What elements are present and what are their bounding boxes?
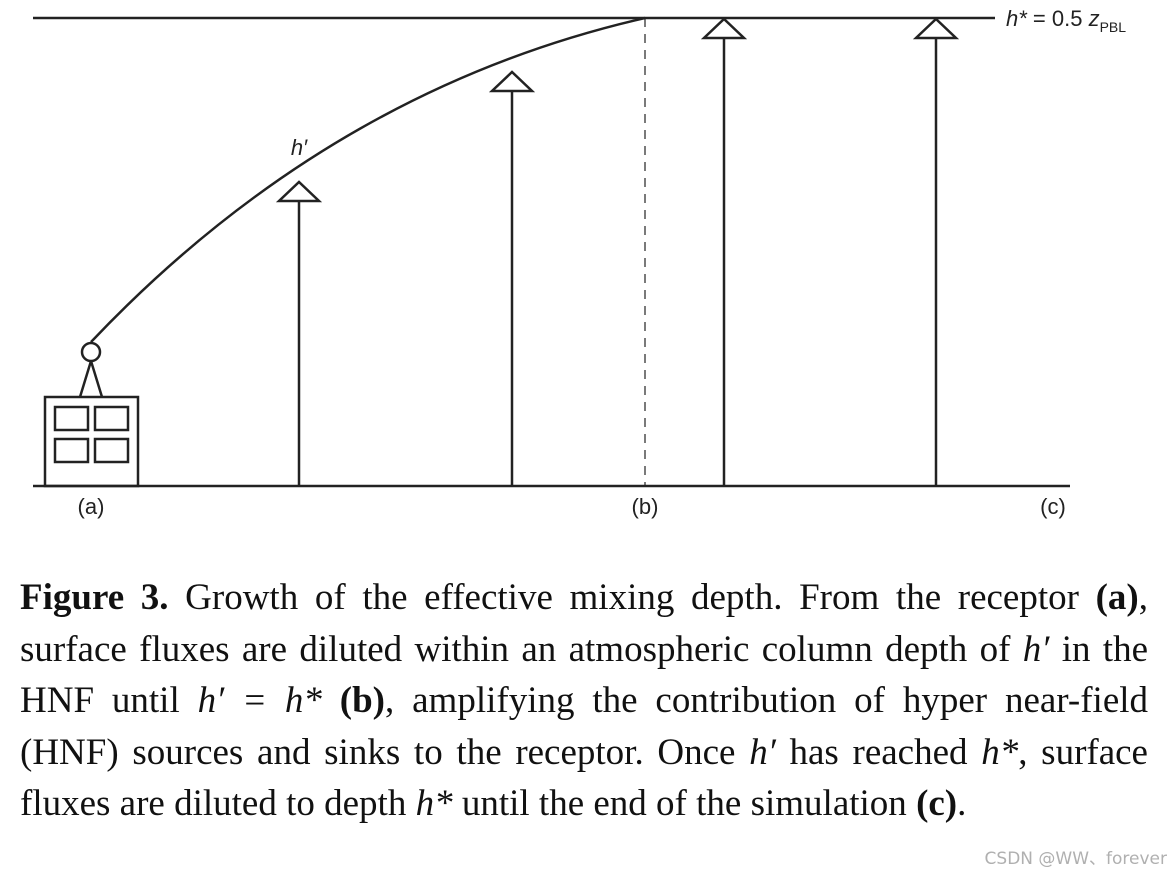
arrow-head	[700, 17, 748, 40]
caption-run: h′	[749, 731, 776, 773]
window	[93, 405, 130, 432]
z: z	[1088, 6, 1100, 31]
point-label: (b)	[632, 494, 659, 519]
caption-run: , amplifying the contribution of hyper n…	[20, 680, 1149, 773]
equals: = 0.5	[1027, 6, 1089, 31]
caption-run: h′ = h*	[197, 680, 322, 721]
watermark: CSDN @WW、forever	[984, 849, 1167, 869]
receptor-mast	[78, 356, 104, 398]
subscript: PBL	[1100, 19, 1127, 35]
caption-run: (a)	[1095, 577, 1139, 618]
caption-run	[322, 680, 340, 721]
growth-curve	[90, 16, 646, 343]
caption-run: .	[957, 783, 967, 824]
curve-label: h′	[291, 135, 308, 160]
caption-run: has reached	[775, 731, 982, 773]
arrow-head	[912, 17, 960, 40]
caption-run: (b)	[339, 680, 386, 721]
caption-run: , surface fluxes are diluted to depth	[20, 731, 1148, 825]
caption-run: Growth of the effective mixing depth. Fr…	[168, 577, 1096, 618]
window	[53, 405, 90, 432]
caption-run: h*	[981, 731, 1019, 773]
arrow-head	[488, 70, 536, 93]
top-label: h* = 0.5 zPBL	[1006, 6, 1126, 35]
caption-run: (c)	[916, 783, 958, 824]
caption: Figure 3. Growth of the effective mixing…	[20, 572, 1148, 830]
caption-run: h*	[415, 783, 453, 824]
caption-run: h′	[1022, 628, 1050, 670]
diagram-shapes	[33, 16, 1070, 488]
caption-run: in the HNF until	[20, 628, 1148, 722]
h-star: h*	[1006, 6, 1028, 31]
receptor	[80, 341, 102, 363]
building	[43, 395, 140, 488]
caption-run: Figure 3.	[20, 577, 169, 618]
caption-run: until the end of the simulation	[452, 783, 917, 824]
point-label: (c)	[1040, 494, 1066, 519]
diagram: h* = 0.5 zPBL h′ (a) (b) (c)	[33, 6, 1126, 519]
window	[53, 437, 90, 464]
arrow-head	[275, 180, 323, 203]
caption-run: , surface fluxes are diluted within an a…	[20, 577, 1148, 670]
point-label: (a)	[78, 494, 105, 519]
window	[93, 437, 130, 464]
